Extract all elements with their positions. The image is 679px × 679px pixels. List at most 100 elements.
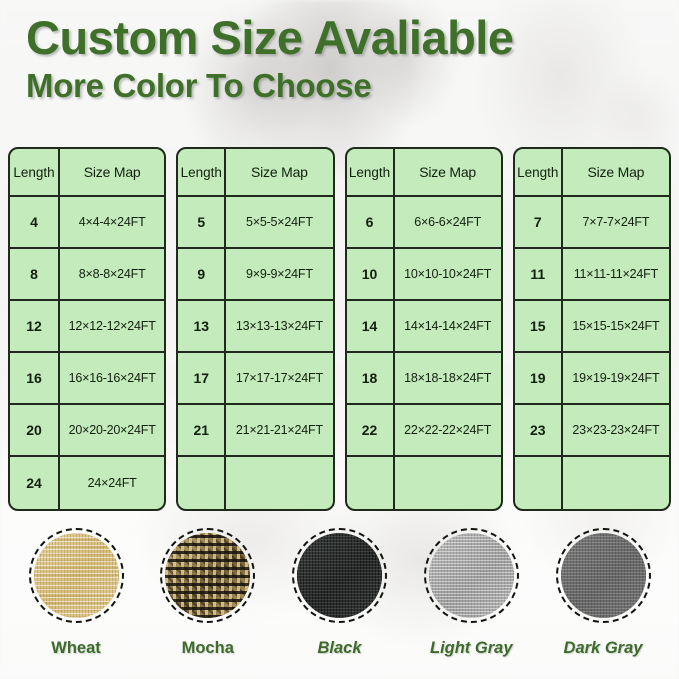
table-row: 5 5×5-5×24FT — [178, 197, 333, 249]
size-table-3: Length Size Map 6 6×6-6×24FT 10 10×10-10×24FT… — [344, 147, 503, 511]
size-table-2: Length Size Map 5 5×5-5×24FT 9 9×9-9×24FT 13 13… — [176, 147, 335, 511]
weave-pattern — [560, 533, 646, 618]
table-row: 14 14×14-14×24FT — [346, 301, 501, 353]
cell-length: 17 — [178, 353, 227, 403]
cell-size-map — [226, 457, 332, 509]
cell-size-map — [563, 457, 669, 509]
cell-length: 5 — [178, 197, 227, 247]
table-row: 10 10×10-10×24FT — [346, 249, 501, 301]
column-header-size-map: Size Map — [83, 164, 141, 180]
cell-size-map: 20×20-20×24FT — [68, 423, 156, 437]
fabric-swatch-circle[interactable] — [160, 528, 256, 623]
weave-pattern — [165, 533, 251, 618]
cell-size-map: 22×22-22×24FT — [404, 423, 492, 437]
cell-length: 16 — [10, 353, 60, 403]
cell-size-map: 4×4-4×24FT — [78, 215, 146, 229]
cell-size-map: 6×6-6×24FT — [414, 215, 482, 229]
fabric-swatch-circle[interactable] — [423, 528, 519, 623]
cell-size-map: 11×11-11×24FT — [573, 267, 658, 281]
table-row: 12 12×12-12×24FT — [10, 301, 165, 353]
table-row: 13 13×13-13×24FT — [178, 301, 333, 353]
table-row: 20 20×20-20×24FT — [10, 405, 165, 457]
table-header-row: Length Size Map — [10, 149, 165, 197]
table-row: 19 19×19-19×24FT — [514, 353, 669, 405]
table-row: 4 4×4-4×24FT — [10, 197, 165, 249]
fabric-swatch-circle[interactable] — [555, 528, 651, 623]
color-swatches: Wheat Mocha Black Light Gray Dark Gray — [0, 528, 679, 678]
fabric-texture — [297, 533, 382, 618]
swatch-cell[interactable]: Wheat — [14, 528, 138, 678]
cell-length: 14 — [347, 301, 395, 351]
page-title: Custom Size Avaliable — [26, 11, 514, 64]
cell-length: 7 — [515, 197, 563, 247]
cell-length — [178, 457, 227, 509]
cell-length: 8 — [10, 249, 60, 299]
cell-length: 21 — [178, 405, 227, 455]
cell-length: 11 — [515, 249, 563, 299]
table-row — [347, 457, 501, 509]
cell-length: 6 — [347, 197, 395, 247]
table-row: 23 23×23-23×24FT — [514, 405, 669, 457]
cell-size-map: 21×21-21×24FT — [235, 423, 323, 437]
cell-size-map: 18×18-18×24FT — [404, 371, 492, 385]
swatch-label: Mocha — [181, 639, 234, 657]
cell-length: 9 — [178, 249, 227, 299]
table-row — [178, 457, 332, 509]
cell-length: 22 — [347, 405, 395, 455]
cell-size-map: 8×8-8×24FT — [78, 267, 146, 281]
table-row: 8 8×8-8×24FT — [10, 249, 165, 301]
heading-block: Custom Size Avaliable More Color To Choo… — [26, 12, 666, 106]
fabric-swatch-circle[interactable] — [292, 528, 387, 623]
cell-size-map: 12×12-12×24FT — [68, 319, 156, 333]
cell-size-map: 23×23-23×24FT — [572, 423, 660, 437]
swatch-cell[interactable]: Mocha — [146, 528, 270, 678]
table-header-row: Length Size Map — [346, 149, 501, 197]
size-tables: Length Size Map 4 4×4-4×24FT 8 8×8-8×24FT 12 12… — [8, 147, 671, 511]
table-row: 22 22×22-22×24FT — [346, 405, 501, 457]
cell-length: 18 — [347, 353, 395, 403]
cell-size-map: 10×10-10×24FT — [404, 267, 492, 281]
column-header-size-map: Size Map — [250, 164, 308, 180]
cell-size-map — [395, 457, 501, 509]
swatch-cell[interactable]: Dark Gray — [541, 528, 665, 678]
column-header-size-map: Size Map — [419, 164, 476, 180]
swatch-label: Light Gray — [429, 639, 513, 657]
column-header-size-map: Size Map — [587, 164, 645, 180]
fabric-texture — [428, 533, 514, 618]
fabric-texture — [165, 533, 251, 618]
column-header-length: Length — [515, 149, 563, 195]
swatch-cell[interactable]: Black — [278, 528, 402, 678]
cell-size-map: 16×16-16×24FT — [68, 371, 156, 385]
table-row: 21 21×21-21×24FT — [178, 405, 333, 457]
column-header-length: Length — [347, 149, 395, 195]
size-table-1: Length Size Map 4 4×4-4×24FT 8 8×8-8×24FT 12 12… — [8, 147, 167, 511]
size-table-4: Length Size Map 7 7×7-7×24FT 11 11×11-11×24FT… — [512, 147, 671, 511]
column-header-length: Length — [10, 149, 60, 195]
fabric-swatch-circle[interactable] — [28, 528, 124, 623]
swatch-cell[interactable]: Light Gray — [409, 528, 533, 678]
swatch-label: Wheat — [51, 639, 101, 657]
table-row: 7 7×7-7×24FT — [514, 197, 669, 249]
cell-size-map: 5×5-5×24FT — [245, 215, 313, 229]
weave-pattern — [297, 533, 382, 618]
cell-size-map: 9×9-9×24FT — [245, 267, 313, 281]
table-row: 9 9×9-9×24FT — [178, 249, 333, 301]
swatch-label: Black — [317, 639, 362, 657]
cell-length — [515, 457, 563, 509]
fabric-texture — [560, 533, 646, 618]
cell-length: 12 — [10, 301, 60, 351]
cell-size-map: 14×14-14×24FT — [404, 319, 492, 333]
cell-length: 13 — [178, 301, 227, 351]
cell-size-map: 24×24FT — [87, 476, 137, 490]
cell-length — [347, 457, 395, 509]
cell-length: 24 — [10, 457, 60, 509]
cell-length: 15 — [515, 301, 563, 351]
table-row: 18 18×18-18×24FT — [346, 353, 501, 405]
cell-length: 19 — [515, 353, 563, 403]
cell-length: 23 — [515, 405, 563, 455]
page-subtitle: More Color To Choose — [26, 67, 372, 104]
cell-size-map: 7×7-7×24FT — [582, 215, 650, 229]
table-row: 6 6×6-6×24FT — [346, 197, 501, 249]
cell-size-map: 17×17-17×24FT — [235, 371, 323, 385]
